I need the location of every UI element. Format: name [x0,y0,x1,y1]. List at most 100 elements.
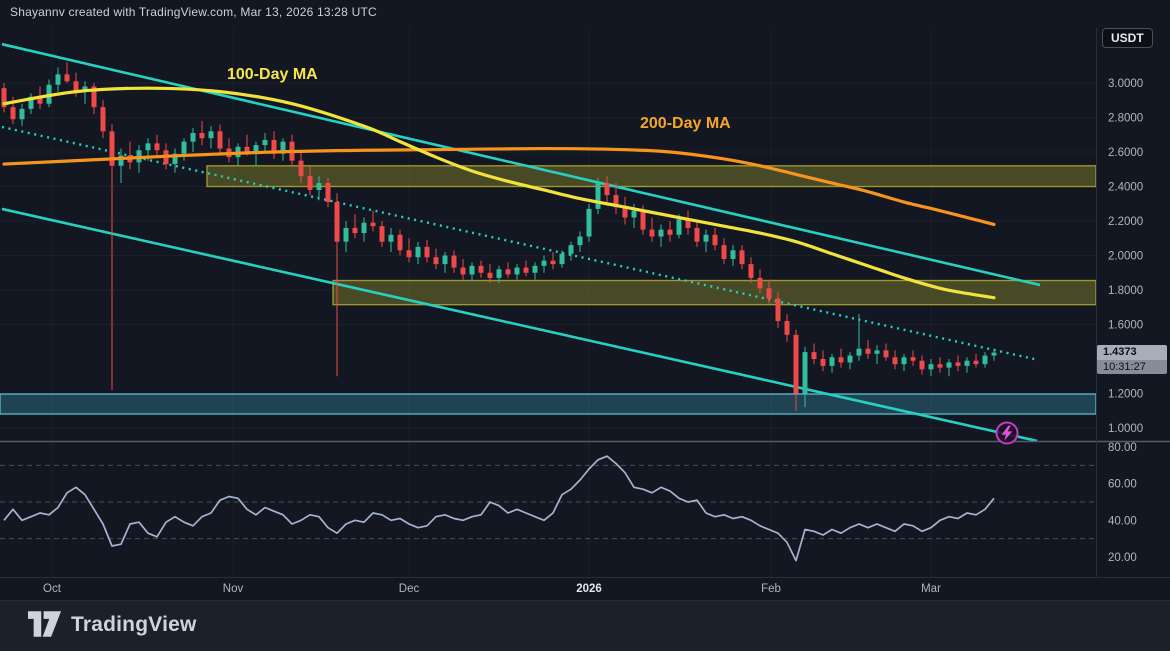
ma200-annotation-label: 200-Day MA [640,115,731,132]
axis-tick-label: 2.4000 [1108,182,1143,194]
candle-down [685,219,691,228]
candle-down [550,260,556,265]
candle-down [460,267,466,275]
candle-down [154,143,160,151]
trendlines[interactable] [1,42,1041,443]
candle-up [172,153,178,165]
candle-up [631,210,637,218]
flash-icon-bolt [1001,425,1013,441]
candle-down [424,246,430,258]
candle-down [955,362,961,366]
candle-up [703,234,709,242]
channel-bottom[interactable] [1,207,1038,443]
candle-down [865,348,871,354]
candle-down [334,202,340,242]
candle-up [55,74,61,85]
candle-down [838,357,844,363]
candle-up [676,219,682,235]
axis-tick-label: 2026 [576,583,602,595]
separators [0,28,1170,578]
candle-down [640,210,646,230]
candle-up [118,155,124,166]
candle-up [829,357,835,366]
rsi-line[interactable] [3,455,995,562]
channel-mid-dotted[interactable] [1,125,1039,362]
flash-marker[interactable] [995,421,1019,445]
candle-down [505,269,511,275]
candle-up [82,86,88,92]
candle-down [523,267,529,273]
candle-up [982,355,988,365]
attribution-text: Shayannv created with TradingView.com, M… [10,5,377,19]
candle-down [757,277,763,289]
axis-tick-label: Oct [43,583,62,595]
candle-down [667,229,673,235]
candle-up [991,352,997,356]
candle-down [937,364,943,368]
ma200-line[interactable] [2,146,996,227]
candle-up [316,183,322,190]
candle-up [181,141,187,154]
candle-up [469,265,475,275]
axis-tick-label: 40.00 [1108,515,1137,527]
last-price-badge: 1.4373 10:31:27 [1097,345,1167,374]
resistance-zone-upper[interactable] [206,165,1097,188]
bar-countdown: 10:31:27 [1097,360,1167,374]
candle-down [748,264,754,278]
candle-up [928,364,934,370]
candle-down [451,255,457,268]
candle-down [100,107,106,132]
candle-down [109,131,115,166]
axis-tick-label: Nov [223,583,244,595]
candle-up [280,141,286,154]
candle-down [478,265,484,273]
candle-up [19,108,25,120]
resistance-zone-mid[interactable] [332,279,1097,306]
channel-top[interactable] [1,42,1041,287]
candle-down [199,133,205,139]
last-price-value: 1.4373 [1097,345,1167,360]
candle-down [91,86,97,108]
candle-down [271,139,277,154]
axis-tick-label: 2.2000 [1108,216,1143,228]
candle-up [730,250,736,259]
axis-tick-label: 2.0000 [1108,251,1143,263]
ma100-annotation-label: 100-Day MA [227,66,318,83]
candle-down [883,350,889,358]
candle-down [1,88,7,108]
support-zone[interactable] [0,393,1097,415]
candle-down [973,360,979,365]
axis-tick-label: 2.6000 [1108,147,1143,159]
candle-down [766,288,772,299]
candle-up [658,229,664,237]
candle-up [559,253,565,265]
candle-down [820,359,826,366]
candle-down [487,272,493,278]
candle-up [28,96,34,109]
candle-up [541,260,547,266]
candle-down [613,195,619,208]
candle-down [73,81,79,92]
candle-down [37,96,43,104]
axis-labels[interactable]: 3.0000 2.8000 2.6000 2.4000 2.2000 2.0000 1.80… [43,78,1143,595]
ma100-line[interactable] [2,86,996,300]
candle-down [649,229,655,237]
moving-averages[interactable] [2,86,996,300]
candle-up [946,362,952,368]
candle-up [964,360,970,366]
candle-up [901,357,907,365]
candle-up [595,183,601,209]
candle-down [379,226,385,242]
candle-up [442,255,448,265]
candle-down [325,183,331,203]
candle-up [586,208,592,237]
bottom-strip [0,600,1170,651]
candle-down [793,334,799,394]
candle-down [910,357,916,361]
candle-down [784,321,790,335]
tradingview-logo[interactable]: TradingView [28,611,197,638]
tradingview-logo-icon [28,611,62,637]
candle-down [64,74,70,82]
candle-up [802,352,808,394]
